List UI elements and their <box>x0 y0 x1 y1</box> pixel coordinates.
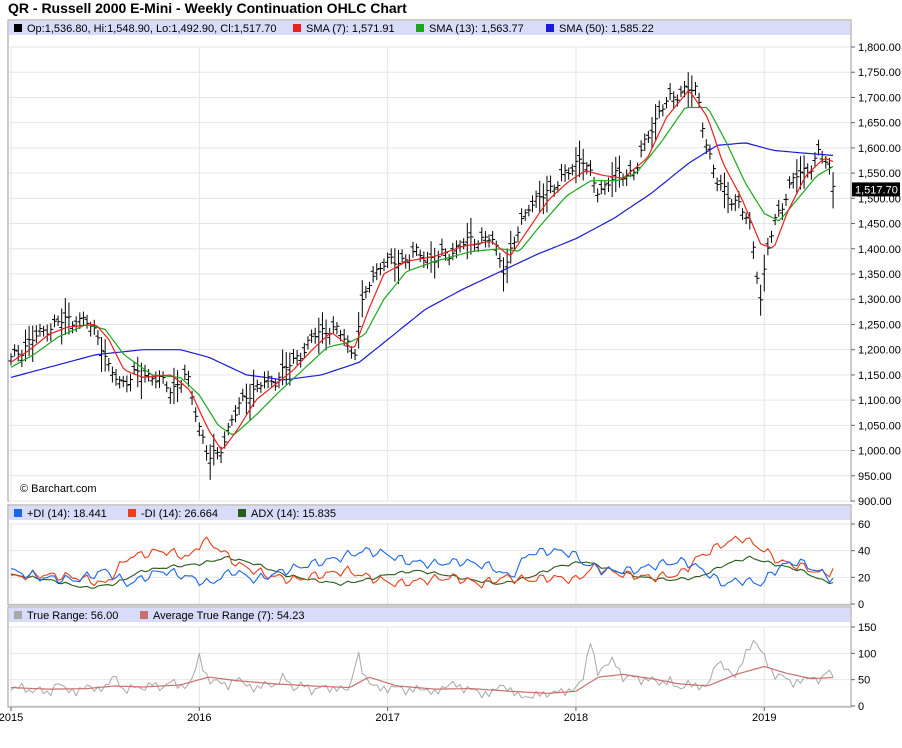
atr-line <box>10 665 834 694</box>
x-tick-label: 2016 <box>187 712 211 724</box>
watermark: © Barchart.com <box>20 483 97 495</box>
atr-y-axis: 0 50 100 150 <box>851 622 876 713</box>
y-tick-label: 1,050.00 <box>858 420 901 432</box>
ohlc-legend-text: Op:1,536.80, Hi:1,548.90, Lo:1,492.90, C… <box>27 23 277 35</box>
sma13-line <box>10 106 834 436</box>
atr-panel <box>7 606 852 708</box>
y-tick-label: 40 <box>858 546 870 558</box>
price-y-axis: 900.00 950.00 1,000.00 1,050.00 1,100.00 1,15… <box>851 42 901 508</box>
dmi-grid <box>9 523 850 605</box>
adx-legend-swatch <box>238 509 246 517</box>
x-tick-label: 2015 <box>0 712 23 724</box>
y-tick-label: 1,700.00 <box>858 92 901 104</box>
y-tick-label: 100 <box>858 648 876 660</box>
y-tick-label: 1,200.00 <box>858 345 901 357</box>
atr-series <box>10 640 834 699</box>
y-tick-label: 950.00 <box>858 471 892 483</box>
atr-legend-swatch <box>140 611 148 619</box>
y-tick-label: 1,000.00 <box>858 446 901 458</box>
y-tick-label: 60 <box>858 519 870 531</box>
dmi-legend-bar <box>9 506 850 520</box>
price-legend-bar <box>9 21 850 35</box>
y-tick-label: 1,100.00 <box>858 395 901 407</box>
y-tick-label: 1,600.00 <box>858 143 901 155</box>
dmi-y-axis: 0 20 40 60 <box>851 519 870 611</box>
x-tick-label: 2019 <box>752 712 776 724</box>
y-tick-label: 50 <box>858 675 870 687</box>
y-tick-label: 150 <box>858 622 876 634</box>
y-tick-label: 900.00 <box>858 496 892 508</box>
y-tick-label: 1,300.00 <box>858 294 901 306</box>
mdi-legend-swatch <box>128 509 136 517</box>
y-tick-label: 1,800.00 <box>858 42 901 54</box>
y-tick-label: 1,750.00 <box>858 67 901 79</box>
y-tick-label: 0 <box>858 701 864 713</box>
adx-legend-text: ADX (14): 15.835 <box>251 508 336 520</box>
last-close-label: 1,517.70 <box>855 184 898 196</box>
sma50-line <box>10 142 834 381</box>
pdi-legend-swatch <box>14 509 22 517</box>
y-tick-label: 1,400.00 <box>858 244 901 256</box>
sma7-line <box>10 90 834 450</box>
pdi-line <box>10 546 834 588</box>
y-tick-label: 1,250.00 <box>858 319 901 331</box>
ohlc-legend-swatch <box>14 24 22 32</box>
last-close-box <box>852 182 900 197</box>
sma7-legend-swatch <box>293 24 301 32</box>
y-tick-label: 20 <box>858 572 870 584</box>
y-tick-label: 1,350.00 <box>858 269 901 281</box>
price-series <box>8 72 836 480</box>
dmi-series <box>10 535 834 589</box>
mdi-line <box>10 535 834 589</box>
atr-legend-bar <box>9 608 850 622</box>
true-range-line <box>10 640 834 699</box>
atr-legend-text: Average True Range (7): 54.23 <box>153 610 304 622</box>
y-tick-label: 1,150.00 <box>858 370 901 382</box>
tr-legend-text: True Range: 56.00 <box>27 610 118 622</box>
chart-title: QR - Russell 2000 E-Mini - Weekly Contin… <box>8 0 407 16</box>
x-axis: 2015 2016 2017 2018 2019 <box>0 707 777 724</box>
y-tick-label: 1,650.00 <box>858 118 901 130</box>
sma13-legend-text: SMA (13): 1,563.77 <box>429 23 524 35</box>
x-tick-label: 2018 <box>564 712 588 724</box>
price-panel <box>7 19 852 502</box>
sma50-legend-text: SMA (50): 1,585.22 <box>559 23 654 35</box>
tr-legend-swatch <box>14 611 22 619</box>
dmi-panel <box>7 504 852 606</box>
last-close-tag: 1,517.70 <box>852 182 900 197</box>
pdi-legend-text: +DI (14): 18.441 <box>27 508 107 520</box>
sma13-legend-swatch <box>416 24 424 32</box>
adx-line <box>10 555 834 589</box>
x-tick-label: 2017 <box>375 712 399 724</box>
sma50-legend-swatch <box>546 24 554 32</box>
y-tick-label: 1,450.00 <box>858 219 901 231</box>
y-tick-label: 1,550.00 <box>858 168 901 180</box>
mdi-legend-text: -DI (14): 26.664 <box>141 508 218 520</box>
sma7-legend-text: SMA (7): 1,571.91 <box>306 23 395 35</box>
y-tick-label: 0 <box>858 599 864 611</box>
